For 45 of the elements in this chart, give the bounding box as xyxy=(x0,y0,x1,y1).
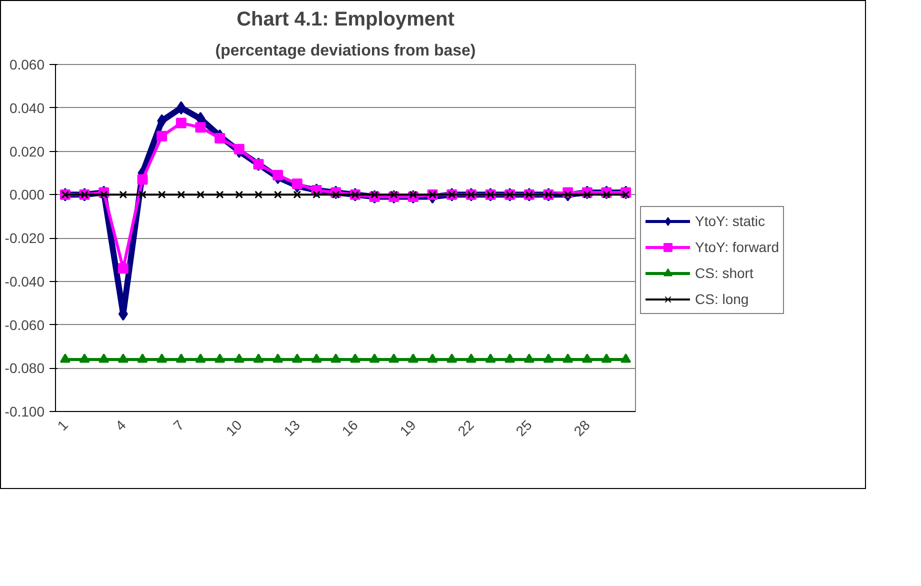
x-tick-label: 4 xyxy=(112,416,129,434)
x-tick-label: 13 xyxy=(280,416,303,440)
point xyxy=(254,190,262,199)
x-tick-label: 22 xyxy=(454,416,477,440)
point xyxy=(138,190,146,199)
legend-label: YtoY: forward xyxy=(695,239,780,255)
y-tick-label: -0.020 xyxy=(4,230,45,246)
point xyxy=(274,190,282,199)
y-tick-label: 0.060 xyxy=(9,56,45,72)
point xyxy=(390,190,398,199)
y-tick-label: 0.040 xyxy=(9,100,45,116)
legend-label: YtoY: static xyxy=(695,213,766,229)
point xyxy=(158,190,166,199)
point xyxy=(564,190,572,199)
chart-title: Chart 4.1: Employment xyxy=(236,8,455,30)
point xyxy=(332,190,340,199)
point xyxy=(119,190,128,199)
point xyxy=(622,190,630,199)
y-tick-label: 0.020 xyxy=(9,143,45,160)
point xyxy=(602,190,610,199)
x-tick-label: 25 xyxy=(512,416,535,440)
x-tick-label: 28 xyxy=(570,416,593,440)
legend-label: CS: long xyxy=(695,291,749,307)
legend-label: CS: short xyxy=(695,265,754,281)
x-tick-label: 16 xyxy=(338,416,361,440)
x-tick-label: 7 xyxy=(170,416,187,434)
point xyxy=(100,190,108,199)
point xyxy=(216,190,224,199)
point xyxy=(177,190,186,199)
point xyxy=(293,190,302,199)
y-tick-label: -0.080 xyxy=(4,360,45,376)
point xyxy=(370,190,378,199)
chart-subtitle: (percentage deviations from base) xyxy=(215,42,476,60)
x-tick-label: 19 xyxy=(396,416,419,440)
y-tick-label: 0.000 xyxy=(9,186,45,203)
x-tick-label: 1 xyxy=(54,416,71,434)
y-tick-label: -0.100 xyxy=(4,404,45,420)
y-tick-label: -0.040 xyxy=(4,273,45,290)
point xyxy=(312,190,320,199)
point xyxy=(235,190,244,199)
point xyxy=(409,190,418,199)
y-tick-label: -0.060 xyxy=(4,316,45,333)
point xyxy=(583,190,592,199)
x-tick-label: 10 xyxy=(222,416,245,440)
point xyxy=(196,190,204,199)
